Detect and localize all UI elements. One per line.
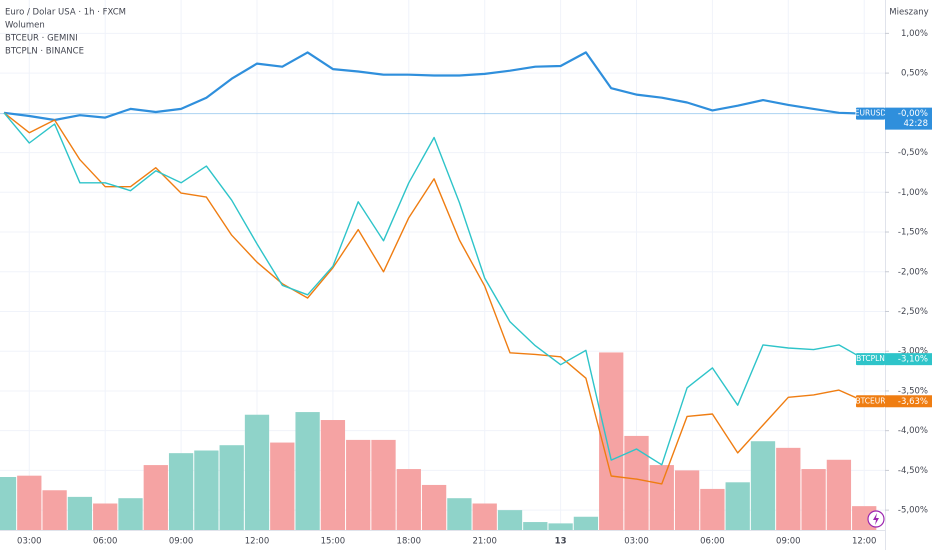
volume-bar (421, 484, 447, 530)
axes: 1,00% 0,50% -0,50% -1,00% -1,50% -2,00% -2,50%… (17, 29, 932, 547)
y-tick-label: -3,50% (898, 386, 928, 396)
series-line (3, 51, 865, 122)
x-tick-label: 12:00 (852, 537, 877, 547)
volume-bar (219, 445, 244, 530)
volume-bar (472, 503, 497, 530)
x-tick-label: 09:00 (169, 537, 194, 547)
y-tick-label: 0,50% (901, 69, 928, 79)
volume-bar (776, 447, 801, 530)
name-tag (856, 395, 885, 408)
series-line (3, 112, 865, 466)
x-tick-label: 09:00 (776, 537, 801, 547)
y-tick-label: -4,00% (898, 426, 928, 436)
name-tag (856, 353, 885, 366)
chart-title: Euro / Dolar USA · 1h · FXCM (5, 8, 126, 18)
volume-bar (674, 470, 700, 530)
volume-bar (320, 420, 346, 530)
x-tick-label: 21:00 (472, 537, 497, 547)
volume-bar (725, 482, 750, 530)
value-tag (885, 107, 932, 130)
volume-bar (649, 465, 674, 530)
x-tick-label: 13 (555, 537, 567, 547)
value-tag-label: -3,63% (898, 397, 928, 407)
volume-bar (396, 469, 421, 530)
y-tick-label: -3,00% (898, 347, 928, 357)
volume-bar (270, 442, 295, 530)
value-tag-label: -3,10% (898, 355, 928, 365)
alert-bolt[interactable] (873, 513, 879, 525)
name-tag-label: EURUSD (855, 109, 887, 118)
y-tick-label: -2,50% (898, 307, 928, 317)
legend-item: Wolumen (5, 21, 45, 31)
x-tick-label: 03:00 (17, 537, 42, 547)
value-tag-label: -0,00% (898, 109, 928, 119)
volume-bar (118, 498, 143, 530)
y-tick-label: -1,00% (898, 188, 928, 198)
volume-bar (194, 450, 219, 530)
name-tag-label: BTCPLN (856, 354, 885, 363)
x-tick-label: 15:00 (321, 537, 346, 547)
lines (0, 51, 885, 485)
name-tag (856, 107, 885, 120)
volume-bar (700, 488, 725, 530)
x-tick-label: 06:00 (700, 537, 725, 547)
volume-bar (42, 490, 67, 530)
y-tick-label: -0,50% (898, 148, 928, 158)
series-line (3, 112, 865, 485)
legend-item: BTCPLN · BINANCE (5, 47, 84, 57)
volume-bar (295, 412, 320, 530)
legend-item: BTCEUR · GEMINI (5, 34, 78, 44)
x-tick-label: 18:00 (397, 537, 422, 547)
volume-bar (624, 435, 649, 530)
volume-bar (548, 523, 573, 530)
y-tick-label: -4,50% (898, 466, 928, 476)
volume-bar (599, 352, 624, 530)
scale-mode[interactable]: Mieszany (889, 8, 928, 18)
value-tag (885, 395, 932, 408)
volume-bar (826, 459, 852, 530)
volume (0, 352, 877, 530)
volume-bar (93, 503, 118, 530)
volume-bar (0, 477, 17, 530)
y-tick-label: 1,00% (901, 29, 928, 39)
value-tag (885, 353, 932, 366)
volume-bar (67, 496, 93, 530)
y-tick-label: -1,50% (898, 228, 928, 238)
volume-bar (143, 465, 168, 530)
volume-bar (17, 475, 42, 530)
volume-bar (371, 439, 396, 530)
x-tick-label: 03:00 (624, 537, 649, 547)
grid (0, 0, 885, 530)
countdown: 42:28 (904, 119, 929, 129)
x-tick-label: 12:00 (245, 537, 270, 547)
volume-bar (750, 441, 776, 530)
volume-bar (346, 439, 371, 530)
volume-bar (447, 498, 472, 530)
alert-icon[interactable] (867, 510, 885, 528)
volume-bar (573, 516, 599, 530)
x-tick-label: 06:00 (93, 537, 118, 547)
volume-bar (244, 414, 270, 530)
volume-bar (168, 453, 194, 530)
volume-bar (801, 469, 826, 530)
name-tag-label: BTCEUR (856, 396, 886, 405)
volume-bar (523, 522, 548, 530)
y-tick-label: -5,00% (898, 506, 928, 516)
volume-bar (497, 510, 523, 530)
y-tick-label: -2,00% (898, 267, 928, 277)
